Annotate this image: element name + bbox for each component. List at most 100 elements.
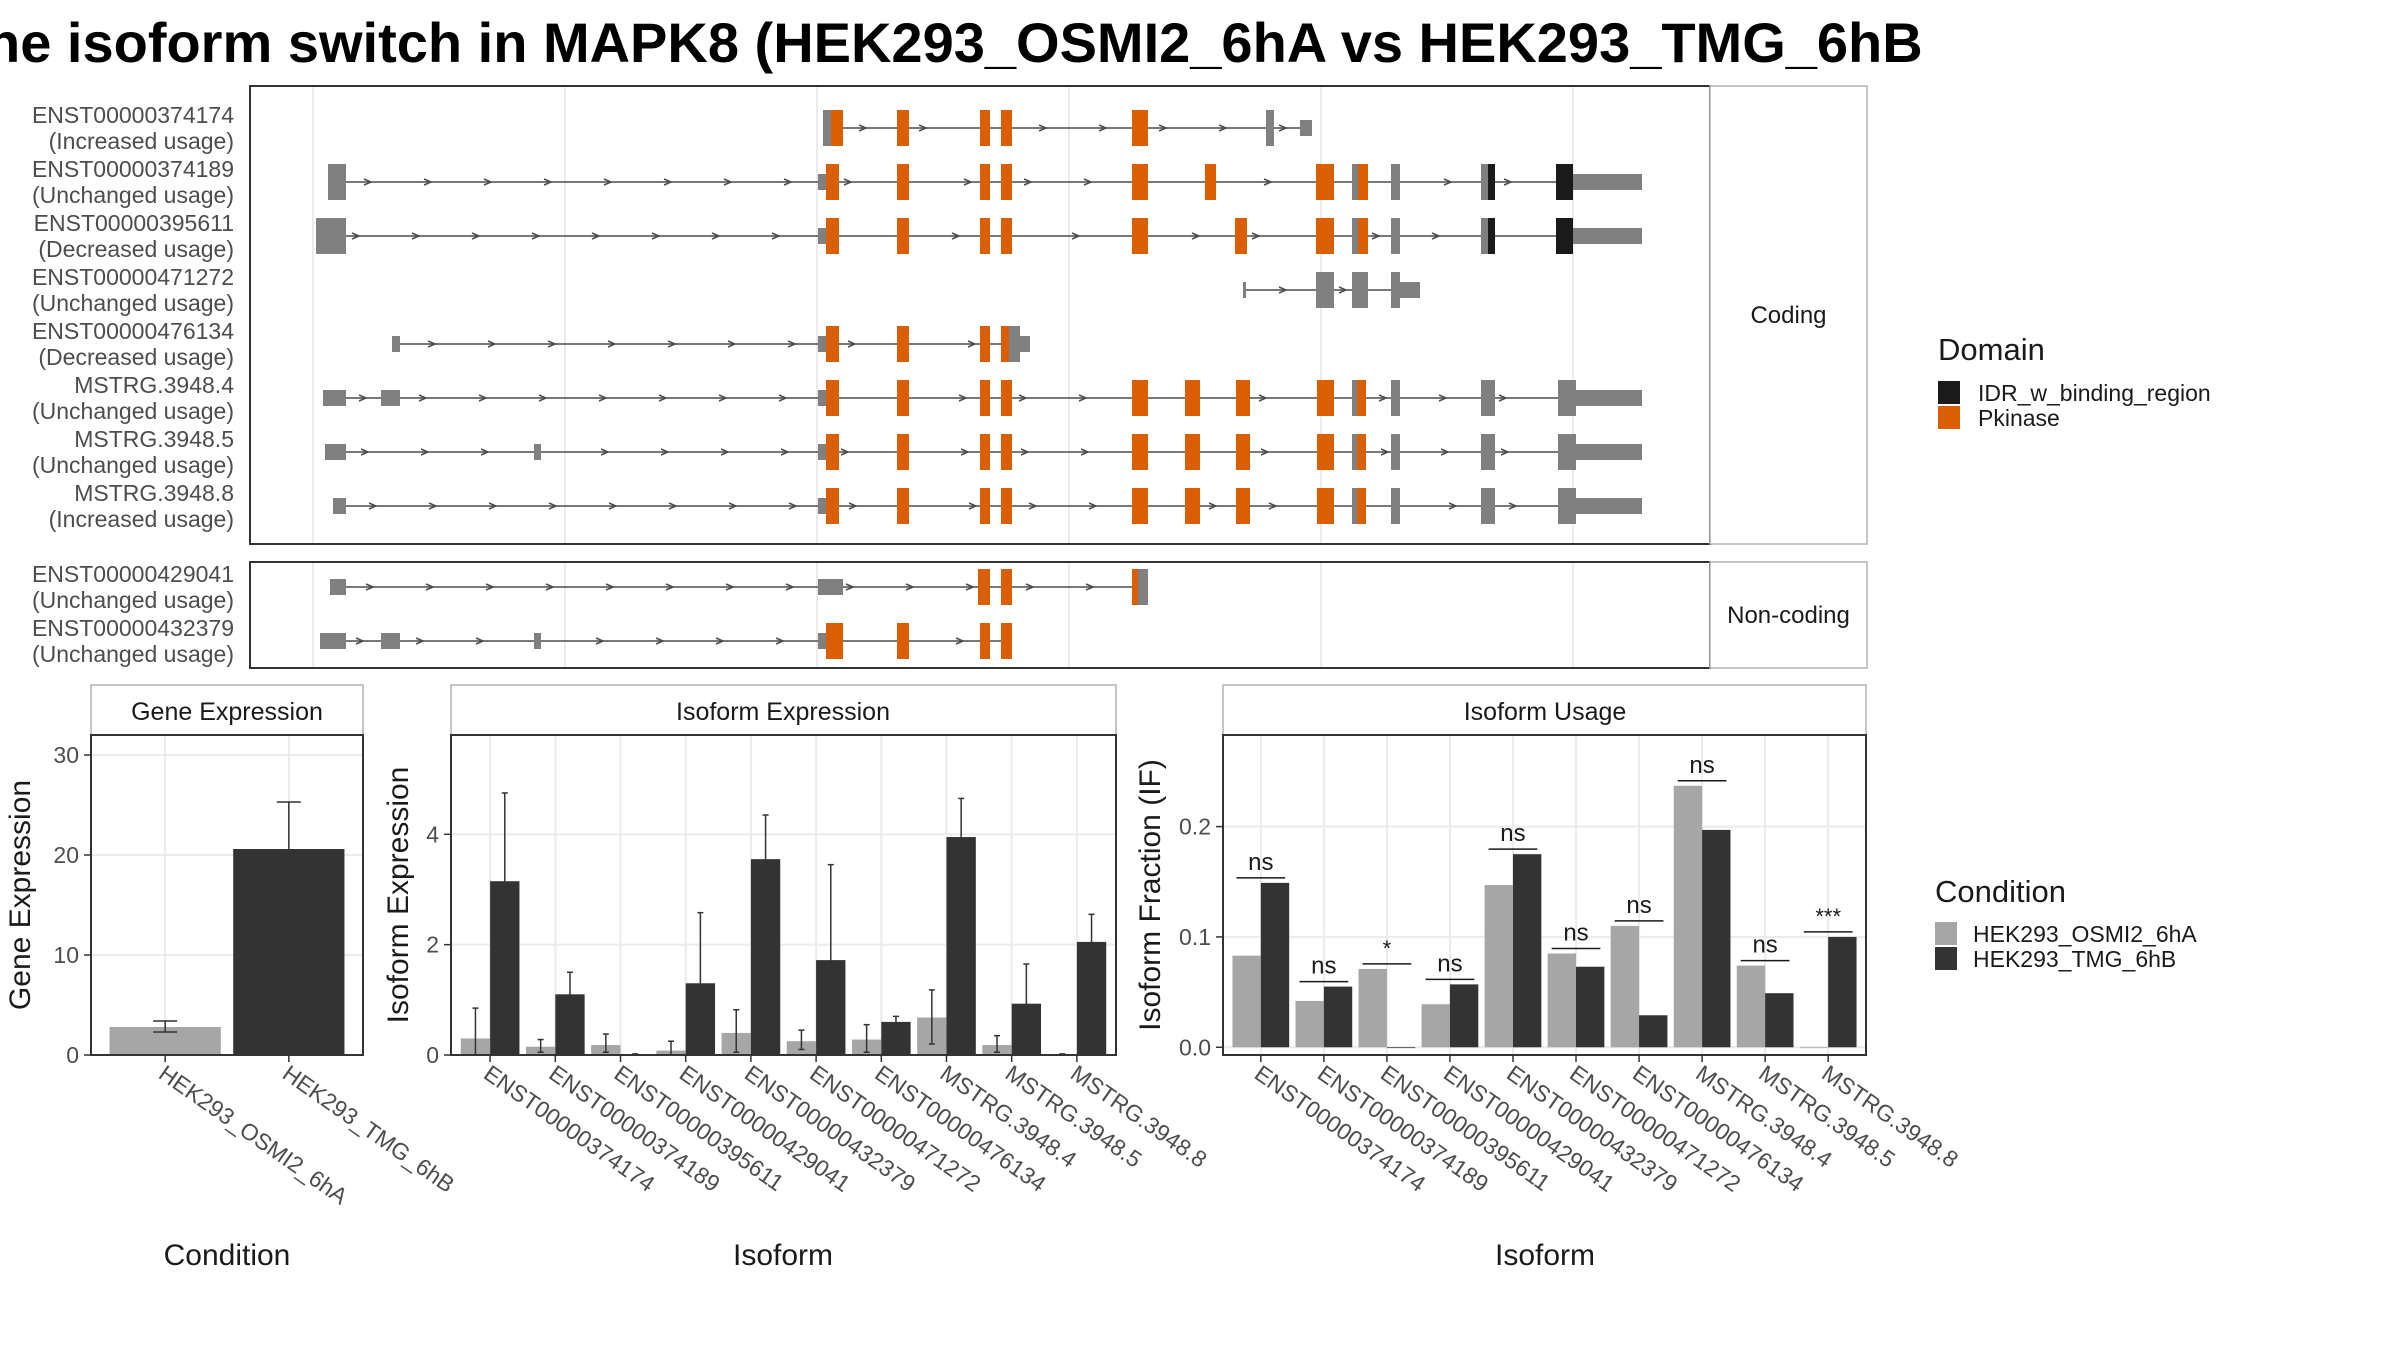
pkinase-domain — [1235, 218, 1247, 254]
strand-arrow — [548, 502, 558, 510]
exon — [1573, 174, 1642, 190]
strand-arrow — [427, 340, 437, 348]
exon — [1352, 272, 1368, 308]
bar — [1260, 882, 1290, 1048]
strand-arrow — [720, 448, 730, 456]
strand-arrow — [1038, 124, 1048, 132]
panel-border — [90, 734, 364, 1056]
significance-label: ns — [1500, 820, 1525, 847]
facet-label: Non-coding — [1727, 602, 1850, 629]
pkinase-domain — [1001, 488, 1012, 524]
exon — [1576, 498, 1642, 514]
strand-arrow — [598, 394, 608, 402]
pkinase-domain — [980, 218, 990, 254]
pkinase-domain — [1132, 380, 1148, 416]
strand-arrow — [775, 637, 785, 645]
y-tick-label: 20 — [53, 842, 79, 868]
strand-arrow — [848, 502, 858, 510]
isoform-usage-label: (Unchanged usage) — [32, 182, 234, 208]
pkinase-domain — [897, 488, 909, 524]
strand-arrow — [668, 502, 678, 510]
strand-arrow — [718, 394, 728, 402]
significance-label: ns — [1311, 953, 1336, 980]
isoform-usage-label: (Increased usage) — [49, 506, 234, 532]
strand-arrow — [840, 448, 850, 456]
strand-arrow — [785, 583, 795, 591]
strand-arrow — [1443, 178, 1453, 186]
pkinase-domain — [826, 488, 839, 524]
isoform-id-label: ENST00000471272 — [32, 264, 234, 290]
x-axis-title: Isoform — [733, 1239, 833, 1272]
pkinase-domain — [1132, 488, 1148, 524]
strand-arrow — [715, 637, 725, 645]
panel-border — [450, 734, 1117, 1056]
strand-arrow — [1378, 394, 1388, 402]
strand-arrow — [778, 394, 788, 402]
strand-arrow — [488, 502, 498, 510]
strand-arrow — [1278, 124, 1288, 132]
significance-label: * — [1383, 936, 1392, 961]
strand-arrow — [1438, 394, 1448, 402]
strand-arrow — [847, 340, 857, 348]
exon — [1352, 164, 1358, 200]
exon — [1573, 228, 1642, 244]
strand-arrow — [960, 448, 970, 456]
bar — [1358, 968, 1387, 1048]
strand-arrow — [1380, 448, 1390, 456]
bar — [1576, 966, 1605, 1048]
isoform-id-label: ENST00000374174 — [32, 102, 234, 128]
condition-legend-title: Condition — [1935, 874, 2066, 909]
x-axis-title: Isoform — [1495, 1239, 1595, 1272]
pkinase-domain — [1236, 488, 1250, 524]
strand-arrow — [1268, 502, 1278, 510]
pkinase-domain — [897, 380, 909, 416]
isoform-id-label: MSTRG.3948.5 — [74, 426, 234, 452]
pkinase-domain — [1236, 380, 1250, 416]
exon — [1576, 390, 1642, 406]
isoform-id-label: ENST00000395611 — [34, 210, 234, 236]
domain-legend-title: Domain — [1938, 332, 2045, 367]
y-tick-label: 0 — [426, 1042, 439, 1068]
exon — [392, 336, 400, 352]
panel-strip-title: Gene Expression — [131, 698, 323, 726]
exon — [1352, 380, 1357, 416]
panel-strip — [1222, 684, 1867, 736]
pkinase-domain — [826, 623, 843, 659]
strand-arrow — [1251, 232, 1261, 240]
strand-arrow — [663, 178, 673, 186]
bar — [1484, 885, 1513, 1048]
strand-arrow — [918, 124, 928, 132]
idr-domain — [1556, 218, 1573, 254]
pkinase-domain — [1001, 164, 1012, 200]
pkinase-domain — [897, 326, 909, 362]
exon — [1009, 326, 1020, 362]
strand-arrow — [711, 232, 721, 240]
strand-arrow — [480, 448, 490, 456]
pkinase-domain — [1132, 110, 1148, 146]
exon — [1558, 380, 1576, 416]
exon — [330, 579, 346, 595]
isoform-usage-label: (Unchanged usage) — [32, 290, 234, 316]
exon — [1243, 282, 1246, 298]
strand-arrow — [368, 502, 378, 510]
strand-arrow — [843, 178, 853, 186]
pkinase-domain — [1316, 164, 1334, 200]
strand-arrow — [605, 583, 615, 591]
strand-arrow — [1371, 232, 1381, 240]
exon — [534, 633, 541, 649]
pkinase-domain — [897, 623, 909, 659]
panel-strip-title: Isoform Expression — [676, 698, 890, 726]
strand-arrow — [1263, 178, 1273, 186]
bar — [1295, 1000, 1324, 1048]
strand-arrow — [1508, 502, 1518, 510]
bar — [1421, 1004, 1450, 1048]
exon — [1391, 434, 1400, 470]
idr-domain — [1488, 218, 1495, 254]
strand-arrow — [771, 232, 781, 240]
strand-arrow — [1500, 448, 1510, 456]
exon — [1266, 110, 1274, 146]
strand-arrow — [1208, 502, 1218, 510]
bar — [1386, 1047, 1416, 1049]
exon — [1352, 488, 1357, 524]
strand-arrow — [1018, 394, 1028, 402]
